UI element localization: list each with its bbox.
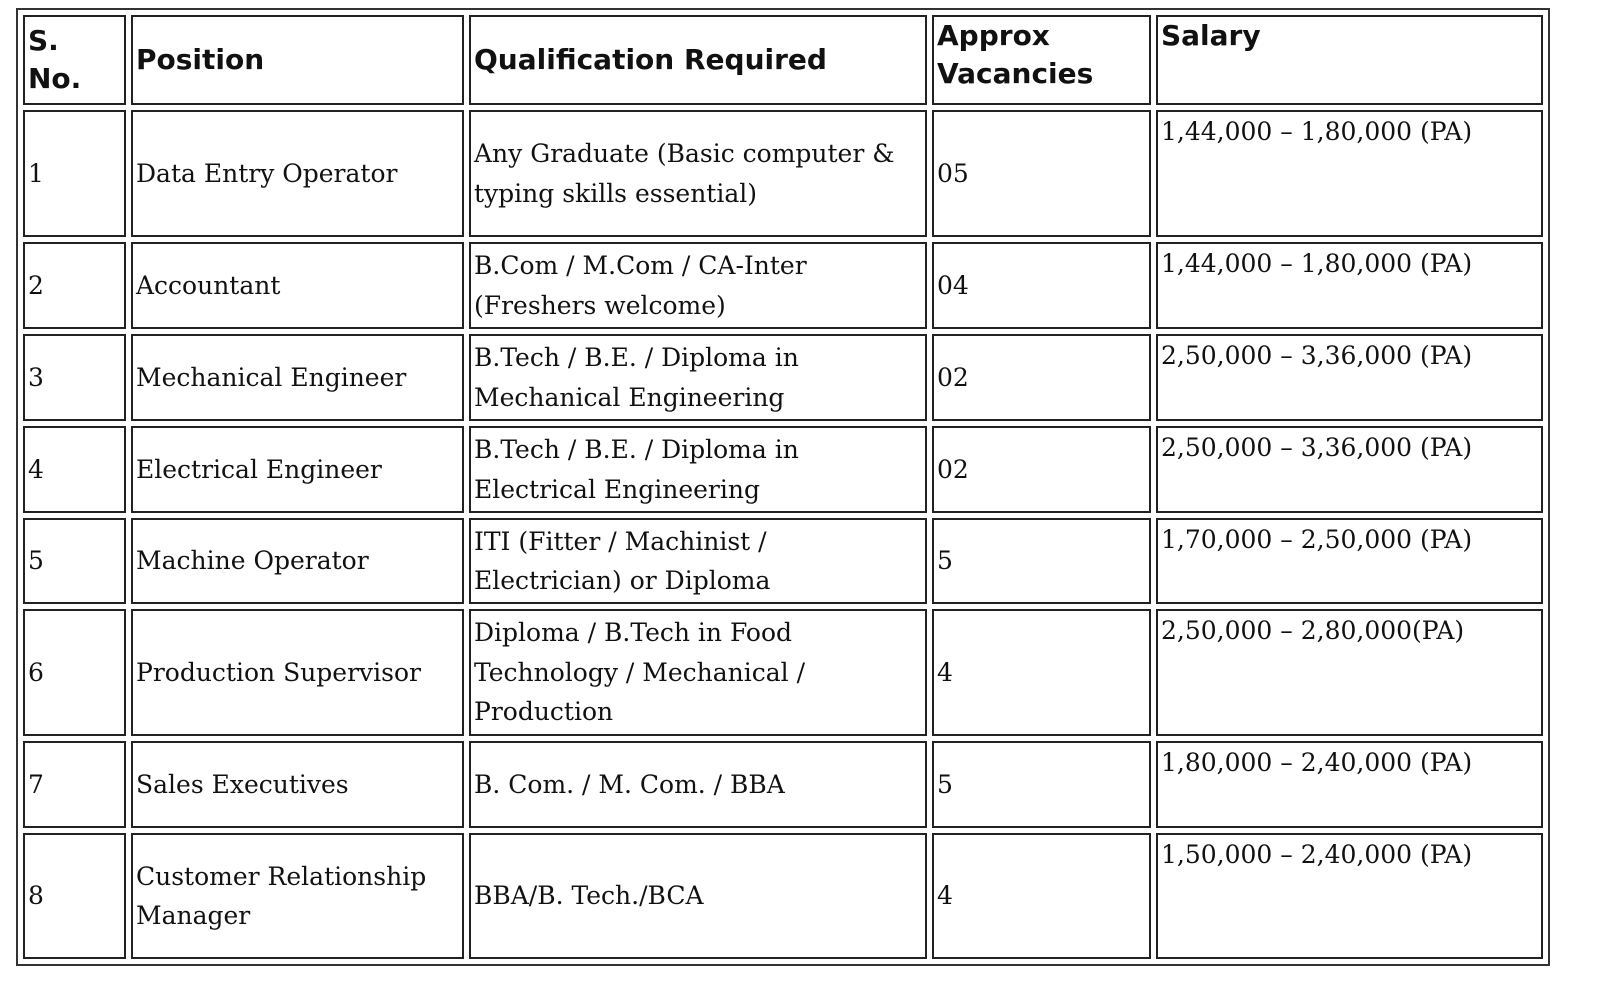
cell-vacancies: 5	[932, 518, 1151, 604]
cell-qualification: B.Tech / B.E. / Diploma in Mechanical En…	[469, 334, 927, 421]
cell-vacancies: 04	[932, 242, 1151, 329]
cell-sno: 5	[23, 518, 126, 604]
cell-position: Mechanical Engineer	[131, 334, 464, 421]
table-row: 1 Data Entry Operator Any Graduate (Basic …	[23, 110, 1543, 237]
header-position: Position	[131, 15, 464, 105]
cell-salary: 2,50,000 – 2,80,000(PA)	[1156, 609, 1543, 736]
cell-vacancies: 4	[932, 609, 1151, 736]
cell-salary: 2,50,000 – 3,36,000 (PA)	[1156, 334, 1543, 421]
cell-sno: 3	[23, 334, 126, 421]
table-row: 3 Mechanical Engineer B.Tech / B.E. / Dipl…	[23, 334, 1543, 421]
cell-qualification: Diploma / B.Tech in Food Technology / Me…	[469, 609, 927, 736]
cell-qualification: B.Tech / B.E. / Diploma in Electrical En…	[469, 426, 927, 513]
cell-sno: 4	[23, 426, 126, 513]
cell-position: Electrical Engineer	[131, 426, 464, 513]
table-row: 2 Accountant B.Com / M.Com / CA-Inter (Fre…	[23, 242, 1543, 329]
table-row: 4 Electrical Engineer B.Tech / B.E. / Dipl…	[23, 426, 1543, 513]
cell-salary: 1,50,000 – 2,40,000 (PA)	[1156, 833, 1543, 959]
cell-salary: 2,50,000 – 3,36,000 (PA)	[1156, 426, 1543, 513]
cell-position: Production Supervisor	[131, 609, 464, 736]
cell-sno: 2	[23, 242, 126, 329]
cell-vacancies: 02	[932, 426, 1151, 513]
cell-salary: 1,80,000 – 2,40,000 (PA)	[1156, 741, 1543, 828]
cell-qualification: B. Com. / M. Com. / BBA	[469, 741, 927, 828]
cell-position: Customer Relationship Manager	[131, 833, 464, 959]
table-row: 8 Customer Relationship Manager BBA/B. Tec…	[23, 833, 1543, 959]
header-vacancies: Approx Vacancies	[932, 15, 1151, 105]
cell-vacancies: 5	[932, 741, 1151, 828]
cell-vacancies: 4	[932, 833, 1151, 959]
table-row: 7 Sales Executives B. Com. / M. Com. / BBA…	[23, 741, 1543, 828]
header-salary: Salary	[1156, 15, 1543, 105]
cell-qualification: ITI (Fitter / Machinist / Electrician) o…	[469, 518, 927, 604]
header-sno: S. No.	[23, 15, 126, 105]
cell-position: Data Entry Operator	[131, 110, 464, 237]
cell-vacancies: 05	[932, 110, 1151, 237]
cell-salary: 1,70,000 – 2,50,000 (PA)	[1156, 518, 1543, 604]
cell-vacancies: 02	[932, 334, 1151, 421]
cell-salary: 1,44,000 – 1,80,000 (PA)	[1156, 242, 1543, 329]
cell-position: Machine Operator	[131, 518, 464, 604]
cell-qualification: B.Com / M.Com / CA-Inter (Freshers welco…	[469, 242, 927, 329]
table-row: 6 Production Supervisor Diploma / B.Tech i…	[23, 609, 1543, 736]
vacancy-table: S. No. Position Qualification Required A…	[16, 8, 1550, 966]
cell-sno: 1	[23, 110, 126, 237]
cell-sno: 6	[23, 609, 126, 736]
cell-salary: 1,44,000 – 1,80,000 (PA)	[1156, 110, 1543, 237]
header-row: S. No. Position Qualification Required A…	[23, 15, 1543, 105]
cell-position: Accountant	[131, 242, 464, 329]
cell-position: Sales Executives	[131, 741, 464, 828]
table-row: 5 Machine Operator ITI (Fitter / Machinist…	[23, 518, 1543, 604]
header-qualification: Qualification Required	[469, 15, 927, 105]
cell-qualification: Any Graduate (Basic computer & typing sk…	[469, 110, 927, 237]
cell-qualification: BBA/B. Tech./BCA	[469, 833, 927, 959]
cell-sno: 7	[23, 741, 126, 828]
cell-sno: 8	[23, 833, 126, 959]
